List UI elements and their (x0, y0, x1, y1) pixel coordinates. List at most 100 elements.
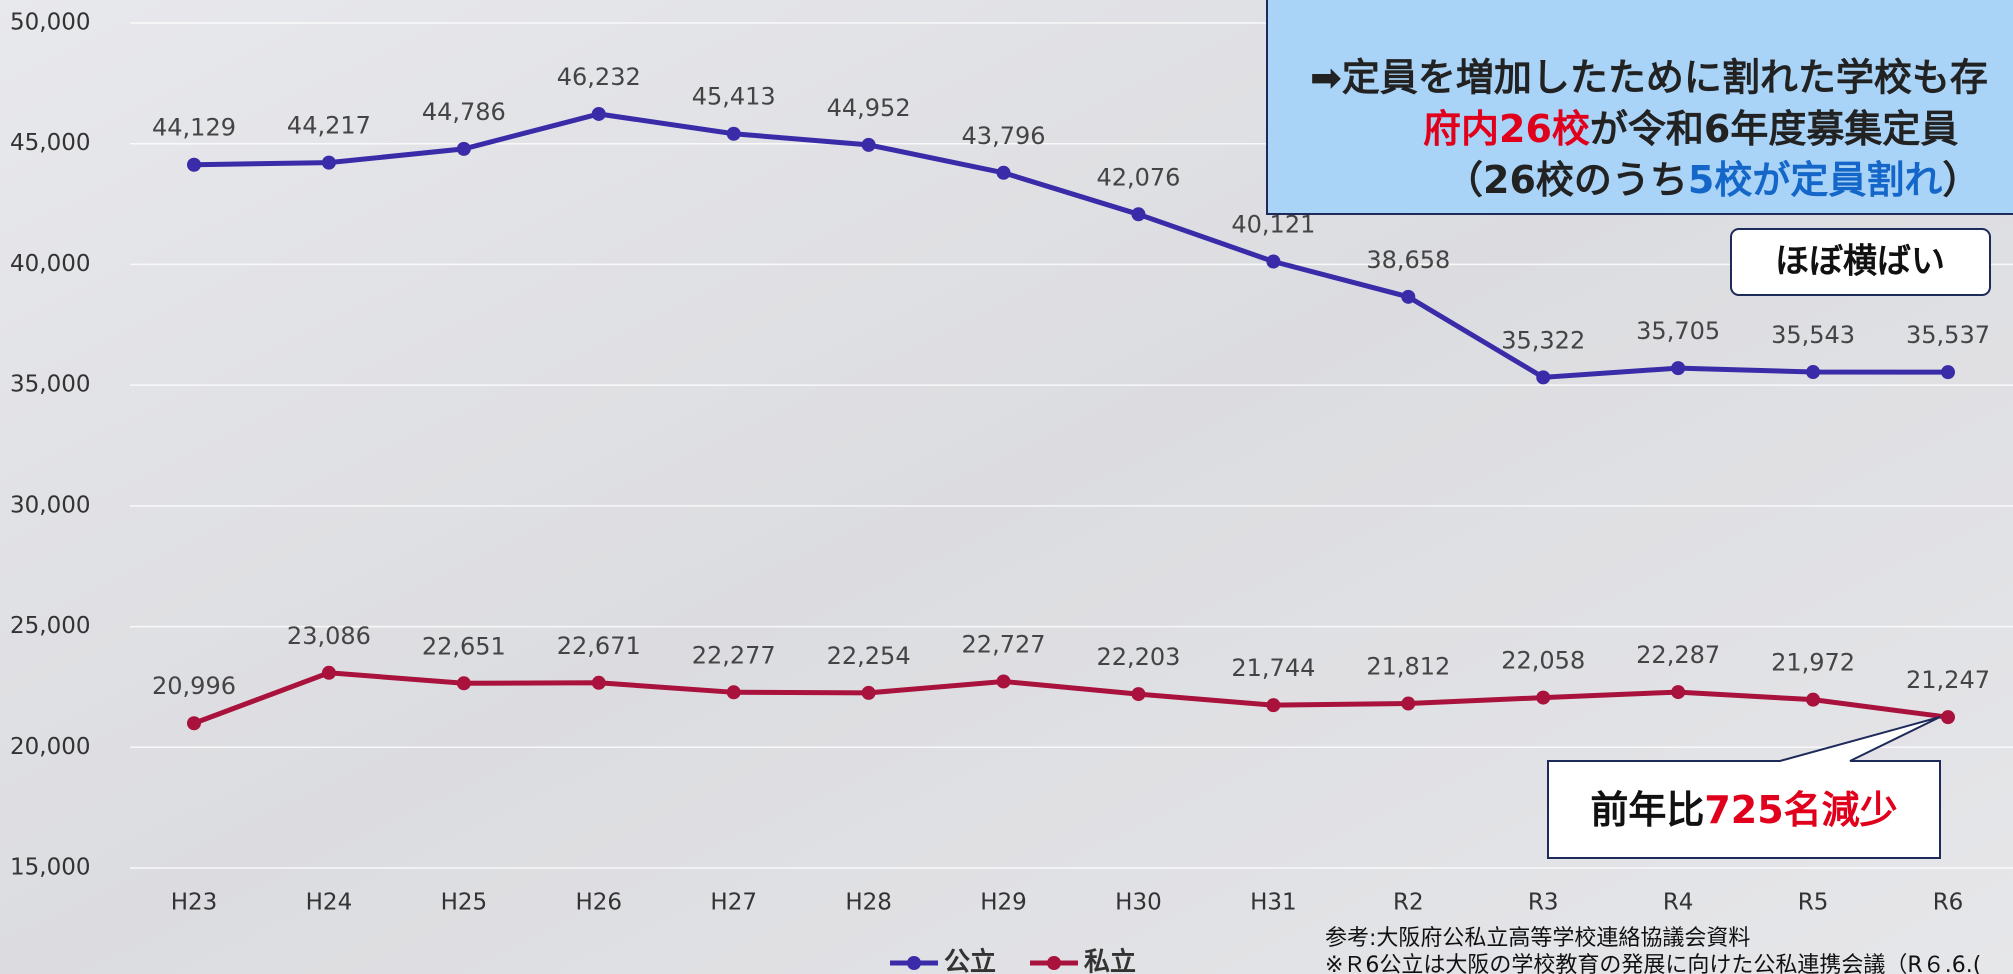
box-line: 府内26校が令和6年度募集定員 (1423, 107, 1958, 151)
series-line (193, 111, 1949, 380)
x-tick-label: R4 (1663, 890, 1694, 916)
value-label: 44,129 (152, 114, 236, 142)
point (996, 674, 1011, 689)
x-tick-label: H24 (306, 890, 353, 916)
value-label: 42,076 (1096, 163, 1180, 191)
legend-marker (1047, 956, 1061, 970)
point (996, 165, 1011, 180)
value-label: 22,671 (557, 632, 641, 660)
box-em: 5校が定員割れ (1688, 158, 1942, 202)
value-label: 23,086 (287, 622, 371, 650)
value-label: 44,952 (827, 94, 911, 122)
value-label: 35,543 (1771, 321, 1855, 349)
point (1131, 207, 1146, 222)
point (187, 716, 201, 731)
x-tick-label: H28 (845, 890, 892, 916)
value-label: 46,232 (557, 63, 641, 91)
point (861, 685, 876, 700)
box-text: ） (1942, 158, 1980, 202)
callout-box (1547, 716, 1941, 859)
flat-box (1730, 228, 1991, 296)
box-em: 府内26校 (1423, 107, 1590, 151)
point (591, 675, 606, 690)
x-tick-label: R5 (1798, 890, 1829, 916)
value-label: 43,796 (962, 122, 1046, 150)
callout-em: 725名減少 (1704, 788, 1897, 832)
point (1131, 687, 1146, 702)
value-label: 35,705 (1636, 317, 1720, 345)
value-label: 21,812 (1366, 653, 1450, 681)
point (1401, 289, 1416, 304)
value-label: 22,203 (1096, 643, 1180, 671)
point (726, 126, 741, 141)
box-text: （26校のうち (1445, 158, 1688, 202)
value-label: 38,658 (1366, 246, 1450, 274)
point (726, 685, 741, 700)
x-tick-label: H29 (980, 890, 1027, 916)
x-tick-label: R6 (1933, 890, 1964, 916)
y-tick-label: 30,000 (10, 492, 90, 518)
point (1266, 254, 1281, 269)
highlight-box (1266, 0, 2013, 215)
legend-label: 私立 (1084, 947, 1136, 974)
value-label: 21,744 (1231, 654, 1315, 682)
point (321, 665, 336, 680)
value-label: 22,254 (827, 642, 911, 670)
y-tick-label: 35,000 (10, 372, 90, 398)
box-text: が令和6年度募集定員 (1590, 107, 1958, 151)
legend-marker (907, 956, 921, 970)
x-tick-label: H31 (1250, 890, 1297, 916)
point (1536, 690, 1551, 705)
point (321, 155, 336, 170)
point (1941, 710, 1955, 725)
point (591, 106, 606, 121)
value-label: 44,786 (422, 98, 506, 126)
point (456, 141, 471, 156)
value-label: 20,996 (152, 672, 236, 700)
value-label: 22,058 (1501, 647, 1585, 675)
value-label: 22,287 (1636, 641, 1720, 669)
series-line (193, 670, 1949, 726)
point (1671, 361, 1686, 376)
x-tick-label: H25 (441, 890, 488, 916)
y-tick-label: 50,000 (10, 10, 90, 36)
value-label: 21,247 (1906, 666, 1990, 694)
y-tick-label: 15,000 (10, 855, 90, 881)
value-label: 22,277 (692, 641, 776, 669)
x-tick-label: H26 (575, 890, 622, 916)
flat-label: ほぼ横ばい (1775, 242, 1945, 282)
y-tick-label: 20,000 (10, 734, 90, 760)
x-tick-label: H23 (171, 890, 218, 916)
value-label: 22,651 (422, 632, 506, 660)
point (1536, 370, 1551, 385)
x-tick-label: R2 (1393, 890, 1424, 916)
value-label: 45,413 (692, 83, 776, 111)
callout-label: 前年比725名減少 (1590, 788, 1897, 832)
y-tick-label: 45,000 (10, 130, 90, 156)
value-label: 35,537 (1906, 321, 1990, 349)
source-note: ※Ｒ6公立は大阪の学校教育の発展に向けた公私連携会議（R６.6.( (1325, 953, 1981, 974)
point (187, 157, 201, 172)
x-tick-label: H30 (1115, 890, 1162, 916)
value-label: 21,972 (1771, 649, 1855, 677)
y-tick-label: 40,000 (10, 251, 90, 277)
box-line: ➡定員を増加したために割れた学校も存 (1310, 56, 1988, 100)
legend-label: 公立 (944, 947, 996, 974)
callout-text: 前年比 (1590, 788, 1704, 832)
point (1266, 698, 1281, 713)
box-line: （26校のうち5校が定員割れ） (1445, 158, 1980, 202)
point (1806, 365, 1821, 380)
value-label: 40,121 (1231, 211, 1315, 239)
value-label: 44,217 (287, 112, 371, 140)
y-tick-label: 25,000 (10, 613, 90, 639)
source-note: 参考:大阪府公私立高等学校連絡協議会資料 (1325, 926, 1750, 951)
point (861, 137, 876, 152)
point (1806, 692, 1821, 707)
x-tick-label: H27 (710, 890, 757, 916)
point (1941, 365, 1955, 380)
value-label: 35,322 (1501, 326, 1585, 354)
point (1671, 685, 1686, 700)
point (1401, 696, 1416, 711)
